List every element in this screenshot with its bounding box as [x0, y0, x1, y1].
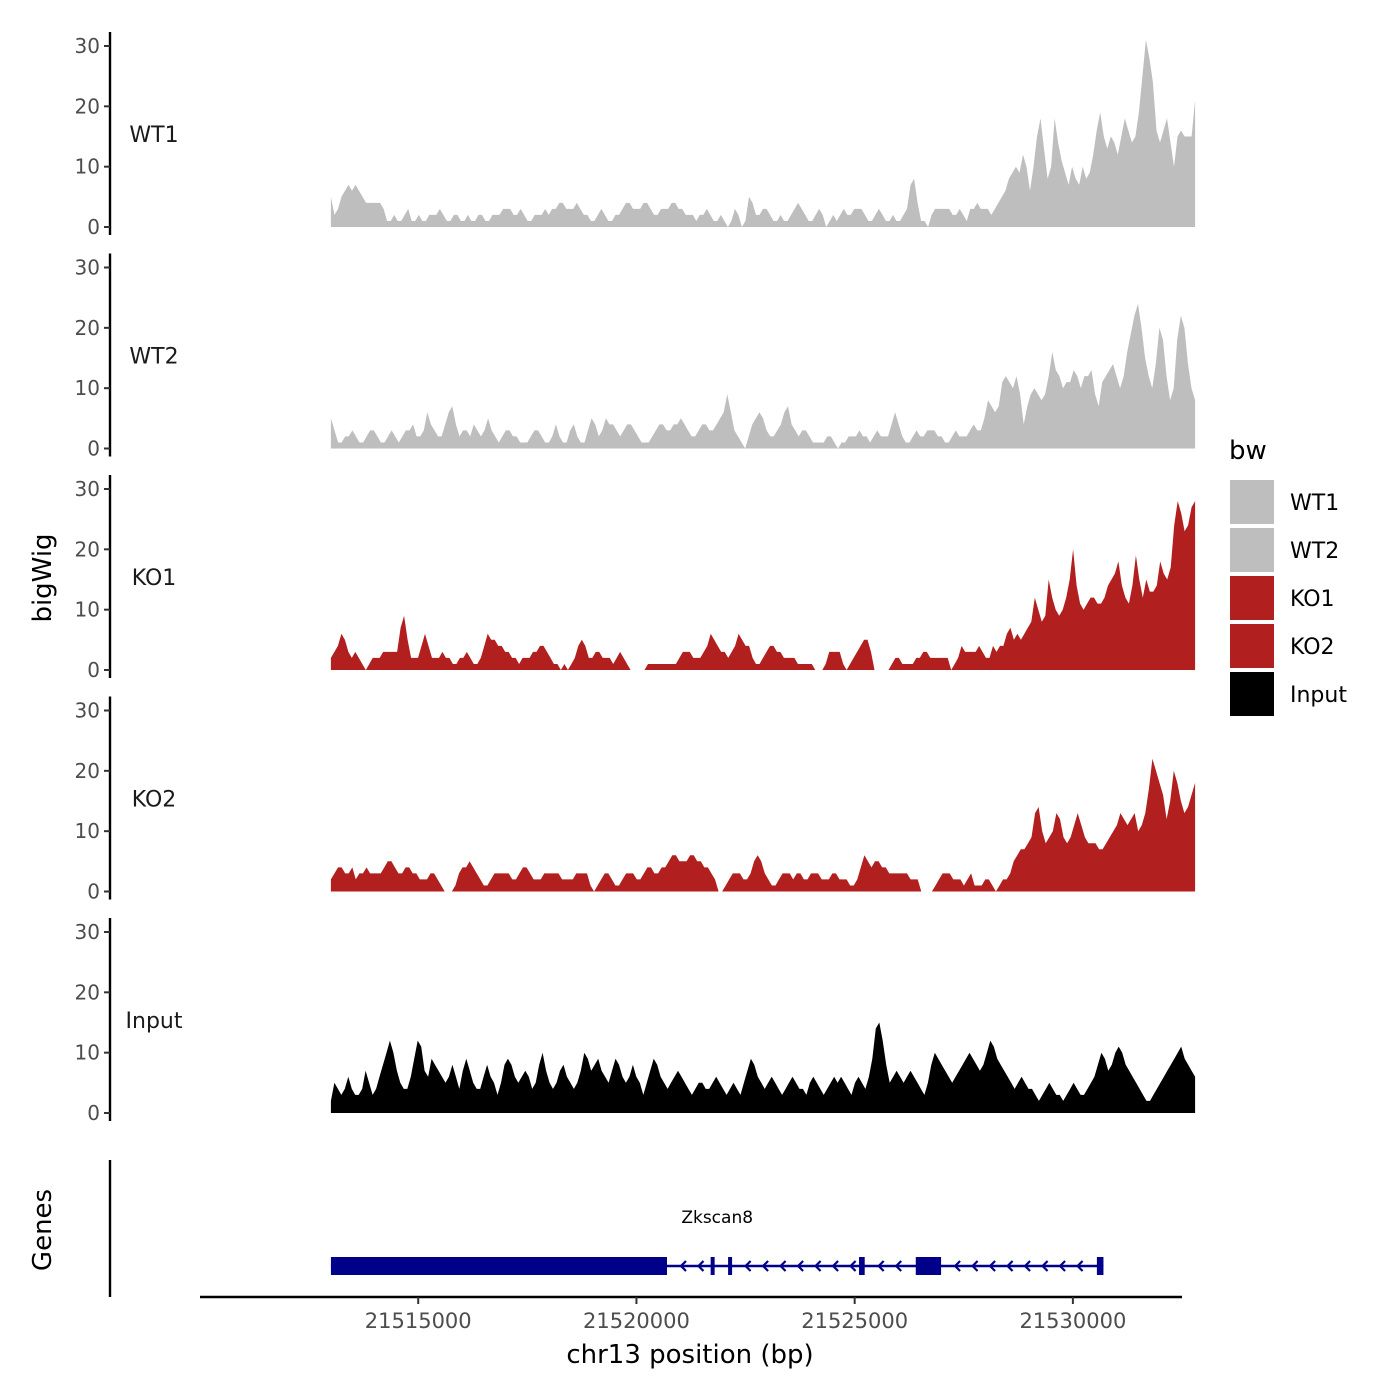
track-label: KO1 [132, 566, 177, 591]
y-tick-label: 10 [75, 376, 100, 400]
y-tick-label: 30 [75, 920, 100, 944]
track-ko2: 0 10 20 30 KO2 [75, 696, 1196, 904]
x-axis: 21515000 21520000 21525000 21530000 [200, 1295, 1182, 1333]
strand-arrow-icon [761, 1260, 769, 1272]
y-axis-title: bigWig [28, 533, 58, 622]
coverage-area-wt1 [330, 40, 1196, 227]
strand-arrow-icon [971, 1260, 979, 1272]
x-axis-title: chr13 position (bp) [566, 1340, 813, 1370]
y-tick-label: 0 [87, 215, 100, 239]
strand-arrow-icon [814, 1260, 822, 1272]
coverage-area-wt2 [330, 303, 1196, 449]
strand-arrow-icon [1023, 1260, 1031, 1272]
strand-arrow-icon [894, 1260, 902, 1272]
x-tick-label: 21515000 [365, 1309, 472, 1333]
track-input: 0 10 20 30 Input [75, 918, 1196, 1125]
legend-swatch-wt2 [1230, 528, 1274, 572]
gene-exon [1096, 1257, 1104, 1275]
strand-arrow-icon [779, 1260, 787, 1272]
y-tick-label: 0 [87, 437, 100, 461]
y-tick-label: 20 [75, 537, 100, 561]
gene-exon [859, 1257, 865, 1275]
y-tick-label: 30 [75, 477, 100, 501]
y-tick-label: 20 [75, 759, 100, 783]
legend-label-input: Input [1290, 683, 1347, 708]
strand-arrow-icon [988, 1260, 996, 1272]
y-tick-label: 20 [75, 94, 100, 118]
strand-arrow-icon [1076, 1260, 1084, 1272]
track-label: KO2 [132, 788, 177, 813]
y-tick-label: 0 [87, 1101, 100, 1125]
legend-swatch-wt1 [1230, 480, 1274, 524]
y-tick-label: 10 [75, 819, 100, 843]
strand-arrow-icon [744, 1260, 752, 1272]
strand-arrow-icon [849, 1260, 857, 1272]
gene-name-label: Zkscan8 [681, 1208, 753, 1228]
track-wt2: 0 10 20 30 WT2 [75, 253, 1196, 461]
strand-arrow-icon [831, 1260, 839, 1272]
track-ko1: 0 10 20 30 KO1 [75, 475, 1196, 682]
y-tick-label: 30 [75, 699, 100, 723]
x-tick-label: 21530000 [1019, 1309, 1126, 1333]
legend-label-wt1: WT1 [1290, 491, 1339, 516]
coverage-area-ko1 [330, 501, 1196, 670]
legend-swatch-ko2 [1230, 624, 1274, 668]
strand-arrow-icon [796, 1260, 804, 1272]
strand-arrow-icon [1006, 1260, 1014, 1272]
strand-arrow-icon [1041, 1260, 1049, 1272]
y-tick-label: 10 [75, 155, 100, 179]
x-tick-label: 21520000 [583, 1309, 690, 1333]
legend-label-ko1: KO1 [1290, 587, 1335, 612]
legend-title: bw [1229, 436, 1267, 466]
y-tick-label: 0 [87, 880, 100, 904]
gene-exon [330, 1257, 667, 1275]
legend-label-wt2: WT2 [1290, 539, 1339, 564]
strand-arrow-icon [679, 1260, 687, 1272]
legend: bw WT1 WT2 KO1 KO2 Input [1229, 436, 1347, 716]
y-tick-label: 10 [75, 598, 100, 622]
track-label: WT1 [129, 123, 178, 148]
y-tick-label: 20 [75, 316, 100, 340]
y-tick-label: 30 [75, 256, 100, 280]
coverage-area-input [330, 1022, 1196, 1113]
y-tick-label: 30 [75, 34, 100, 58]
gene-exon [728, 1257, 733, 1275]
y-tick-label: 20 [75, 980, 100, 1004]
gene-exon [710, 1257, 715, 1275]
coverage-tracks: 0 10 20 30 WT1 0 10 20 30 WT2 0 10 20 30 KO1 0 10 20 30 KO2… [75, 32, 1196, 1125]
strand-arrow-icon [877, 1260, 885, 1272]
legend-label-ko2: KO2 [1290, 635, 1335, 660]
strand-arrow-icon [1058, 1260, 1066, 1272]
legend-swatch-ko1 [1230, 576, 1274, 620]
strand-arrow-icon [953, 1260, 961, 1272]
track-wt1: 0 10 20 30 WT1 [75, 32, 1196, 239]
x-tick-label: 21525000 [801, 1309, 908, 1333]
y-tick-label: 0 [87, 658, 100, 682]
strand-arrow-icon [696, 1260, 705, 1272]
legend-swatch-input [1230, 672, 1274, 716]
gene-exon [915, 1257, 942, 1275]
track-label: WT2 [129, 345, 178, 370]
y-tick-label: 10 [75, 1041, 100, 1065]
genes-axis-title: Genes [28, 1189, 58, 1271]
genes-panel: Zkscan8 [108, 1160, 1104, 1297]
track-label: Input [126, 1009, 183, 1034]
coverage-area-ko2 [330, 758, 1196, 892]
